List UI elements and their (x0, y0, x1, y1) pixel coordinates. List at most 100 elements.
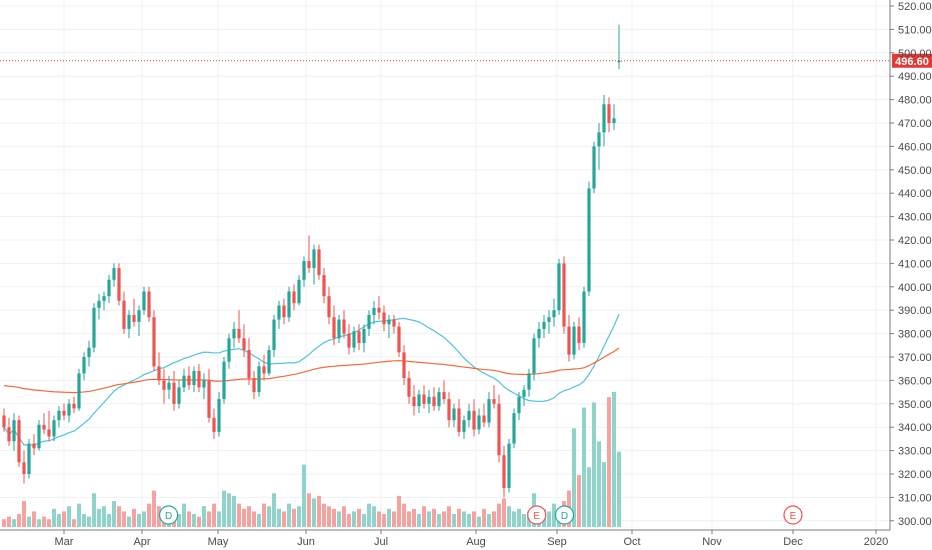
candle-body (452, 408, 456, 421)
volume-bar (102, 506, 106, 527)
dividend-marker[interactable]: D (554, 505, 575, 525)
volume-bar (317, 495, 321, 527)
y-tick-label: 490.00 (898, 71, 932, 83)
x-tick-label: Aug (466, 536, 486, 548)
volume-bar (117, 506, 121, 527)
candle-body (532, 338, 536, 374)
volume-bar (572, 428, 576, 527)
candle-body (37, 424, 41, 449)
candle-body (92, 307, 96, 348)
volume-bar (27, 516, 31, 527)
candle-body (27, 443, 31, 474)
volume-bar (17, 514, 21, 527)
candle-body (607, 104, 611, 123)
candle-body (347, 333, 351, 348)
y-tick-label: 320.00 (898, 469, 932, 481)
candle-body (262, 366, 266, 374)
candle-body (242, 338, 246, 350)
y-tick-label: 410.00 (898, 258, 932, 270)
candle-body (87, 347, 91, 357)
x-tick-label: Jul (374, 536, 388, 548)
volume-bar (42, 516, 46, 527)
x-tick-label: Dec (783, 536, 803, 548)
candle-body (582, 291, 586, 343)
candle-body (202, 380, 206, 388)
y-tick-label: 520.00 (898, 1, 932, 13)
candle-body (22, 462, 26, 474)
dividend-marker[interactable]: D (159, 505, 179, 525)
volume-bar (482, 508, 486, 527)
volume-bar (152, 490, 156, 527)
marker-circle (159, 505, 179, 525)
volume-bar (302, 464, 306, 527)
candle-body (572, 326, 576, 355)
candle-body (392, 319, 396, 327)
volume-bar (247, 506, 251, 527)
volume-bar (72, 519, 76, 527)
candle-body (132, 314, 136, 322)
candle-body (517, 396, 521, 414)
candle-body (102, 296, 106, 301)
candle-body (492, 399, 496, 404)
candle-body (227, 338, 231, 362)
candle-body (337, 319, 341, 339)
volume-bar (547, 511, 551, 527)
y-tick-label: 400.00 (898, 282, 932, 294)
volume-bar (387, 508, 391, 527)
candle-body (197, 371, 201, 388)
earnings-marker[interactable]: E (527, 505, 547, 525)
y-tick-label: 460.00 (898, 141, 932, 153)
candle-body (297, 279, 301, 304)
candle-body (232, 328, 236, 339)
candle-body (117, 268, 121, 301)
earnings-marker[interactable]: E (783, 505, 803, 525)
candle-body (422, 394, 426, 404)
candle-body (407, 378, 411, 397)
volume-bar (132, 508, 136, 527)
volume-bar (467, 514, 471, 527)
candle-body (97, 300, 101, 308)
x-tick-label: Oct (623, 536, 640, 548)
candle-body (222, 361, 226, 400)
y-tick-label: 350.00 (898, 399, 932, 411)
volume-bar (297, 506, 301, 527)
x-tick-label: May (208, 536, 229, 548)
volume-bar (452, 514, 456, 527)
candle-body (2, 415, 6, 428)
y-tick-label: 370.00 (898, 352, 932, 364)
candle-body (57, 410, 61, 421)
candle-body (372, 307, 376, 315)
candle-body (257, 366, 261, 393)
y-tick-label: 340.00 (898, 422, 932, 434)
candle-body (312, 249, 316, 269)
candle-body (612, 118, 616, 123)
volume-bar (67, 506, 71, 527)
volume-bar (307, 493, 311, 527)
candle-body (307, 261, 311, 269)
candle-body (252, 378, 256, 393)
candle-body (237, 328, 241, 339)
candle-body (587, 188, 591, 292)
volume-bar (502, 498, 506, 527)
volume-bar (602, 462, 606, 527)
marker-label: D (165, 511, 172, 522)
volume-bar (492, 511, 496, 527)
candle-body (322, 275, 326, 297)
volume-bar (47, 519, 51, 527)
candle-body (32, 443, 36, 449)
volume-bar (147, 503, 151, 527)
volume-bar (62, 511, 66, 527)
candle-body (462, 420, 466, 432)
volume-bar (122, 511, 126, 527)
candle-body (557, 263, 561, 311)
candle-body (157, 366, 161, 381)
volume-bar (177, 514, 181, 527)
candle-body (127, 314, 131, 329)
candle-body (487, 399, 491, 423)
last-price-label: 496.60 (895, 56, 929, 68)
volume-bar (292, 508, 296, 527)
y-tick-label: 510.00 (898, 24, 932, 36)
volume-bar (242, 508, 246, 527)
